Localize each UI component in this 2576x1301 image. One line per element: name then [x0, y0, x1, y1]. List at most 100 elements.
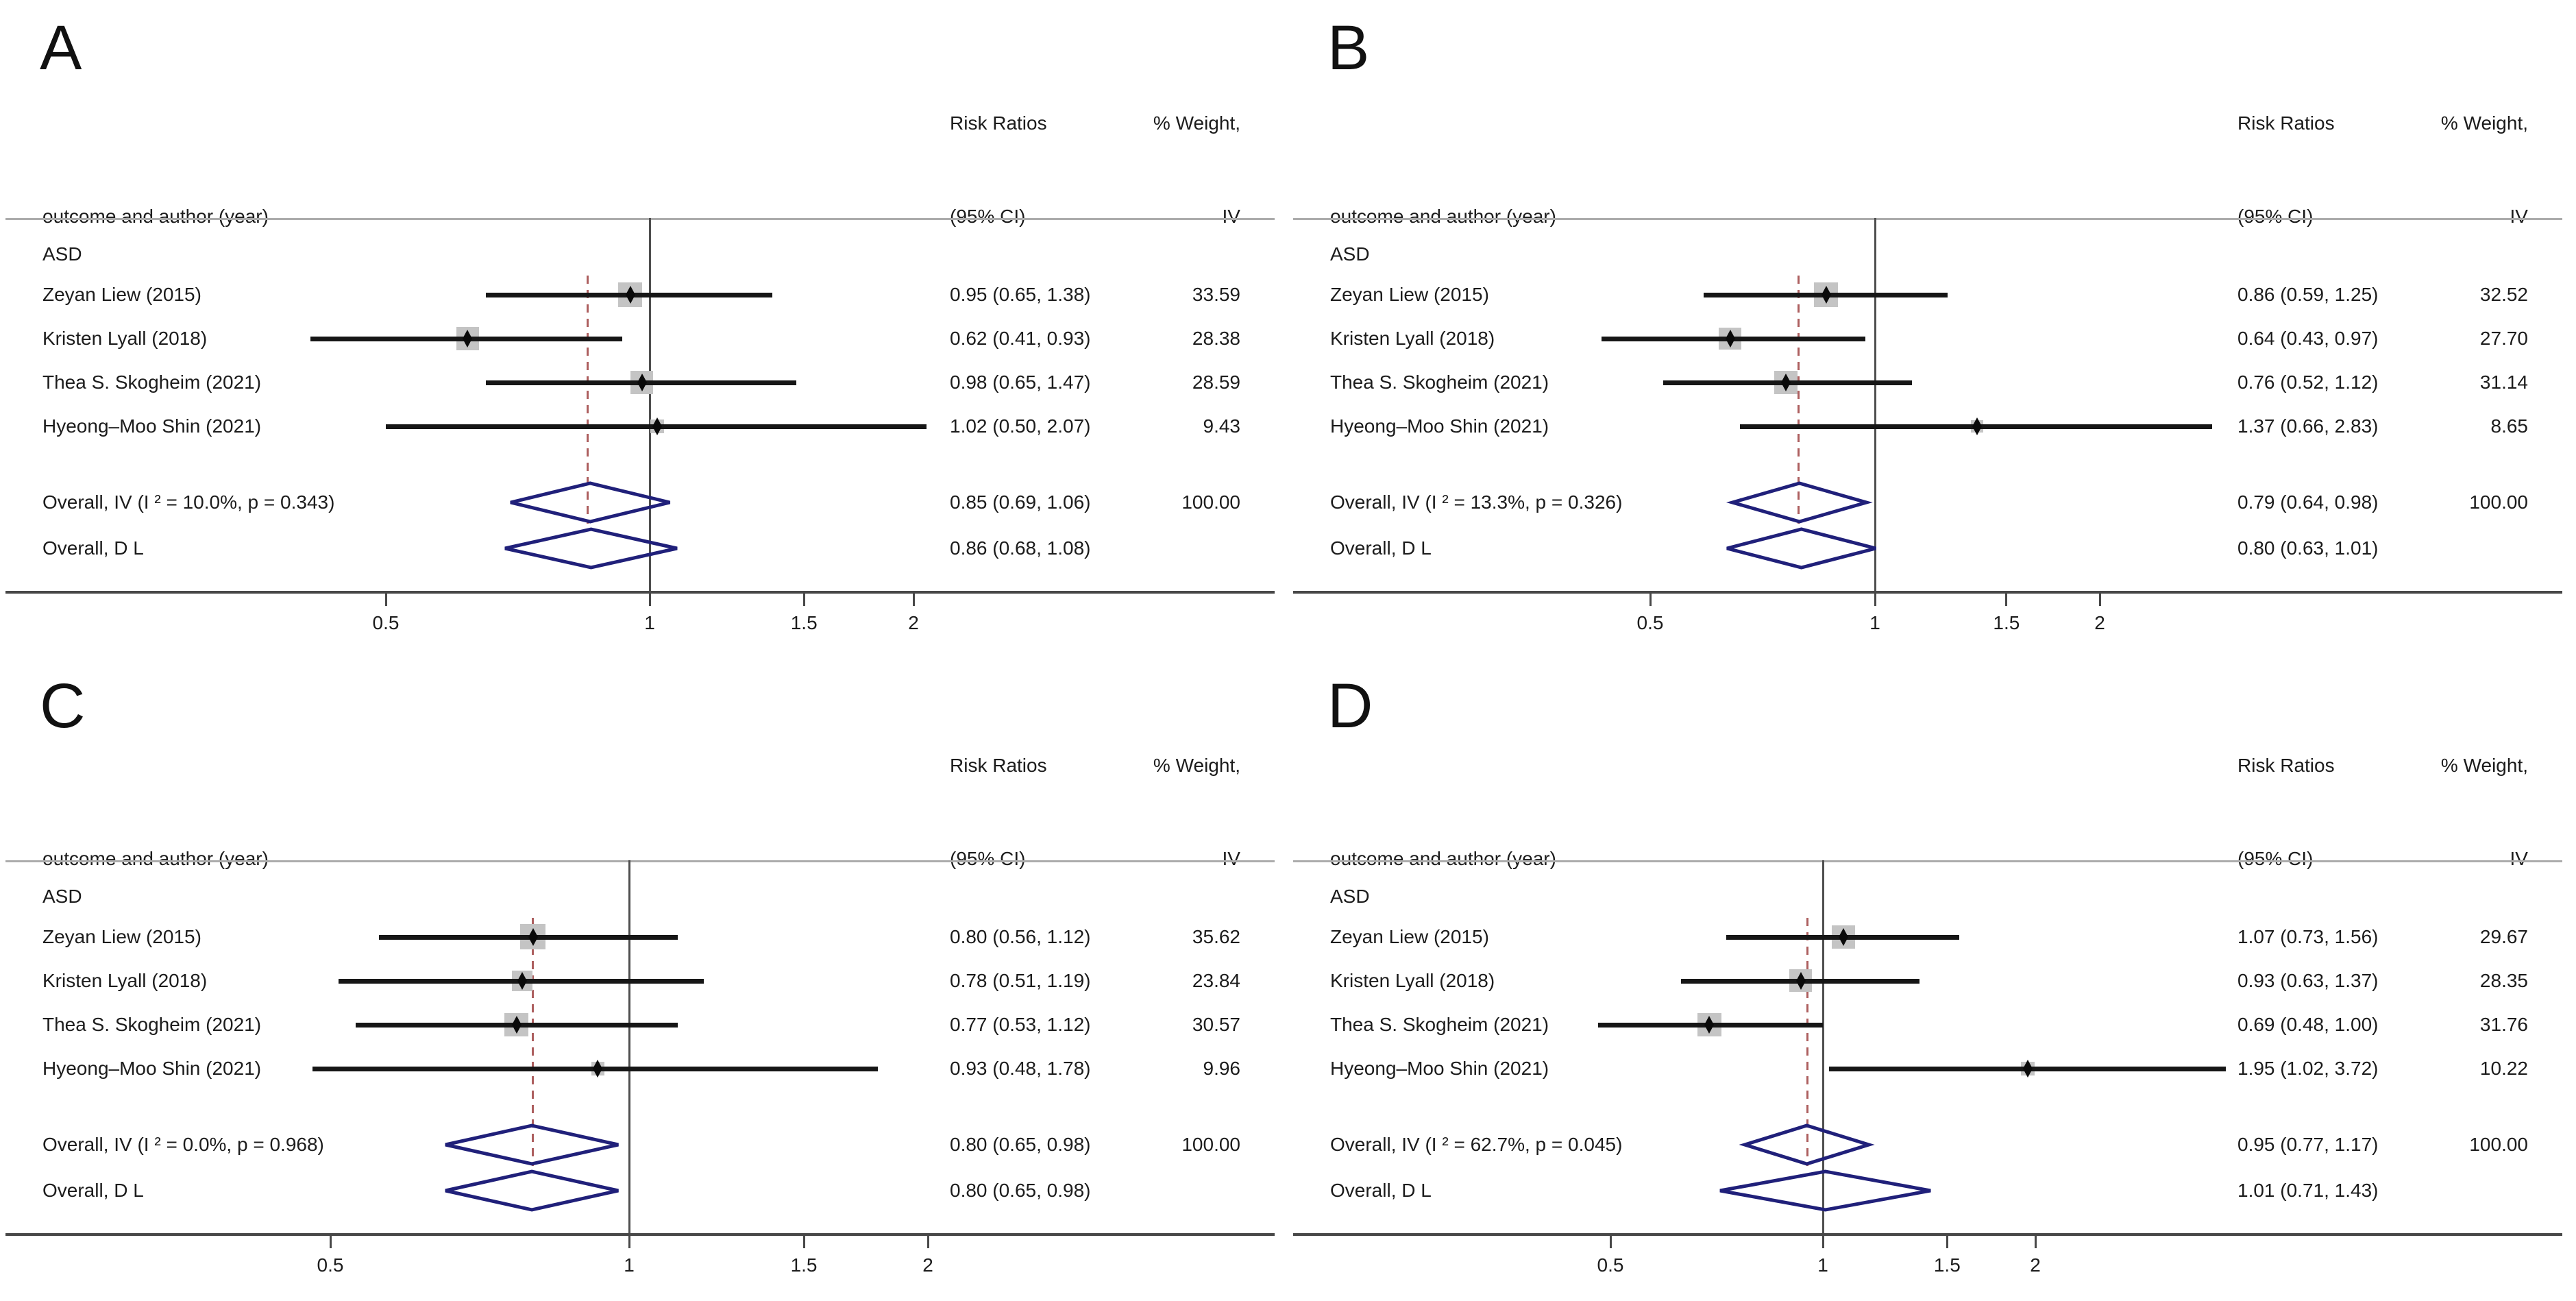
- x-axis-tick-label: 0.5: [1636, 612, 1664, 633]
- header-rule: [1293, 860, 2562, 862]
- x-axis-line: [5, 591, 1275, 594]
- x-axis-tick-label: 1: [624, 1254, 635, 1276]
- study-label: Kristen Lyall (2018): [42, 970, 208, 991]
- column-header-iv: IV: [1222, 206, 1240, 227]
- point-estimate-marker: [625, 286, 635, 304]
- overall-risk-ratio-value: 0.80 (0.63, 1.01): [2237, 537, 2379, 559]
- study-label: Thea S. Skogheim (2021): [1330, 372, 1549, 393]
- overall-risk-ratio-value: 0.86 (0.68, 1.08): [950, 537, 1091, 559]
- point-estimate-marker: [2022, 1060, 2033, 1078]
- risk-ratio-value: 0.93 (0.48, 1.78): [950, 1058, 1091, 1079]
- overall-iv-label: Overall, IV (I ² = 13.3%, p = 0.326): [1330, 491, 1623, 513]
- x-axis-tick: [912, 592, 915, 606]
- column-header-95ci: (95% CI): [950, 206, 1026, 227]
- x-axis-tick: [2005, 592, 2008, 606]
- x-axis-tick-label: 1: [1869, 612, 1880, 633]
- overall-risk-ratio-value: 0.95 (0.77, 1.17): [2237, 1134, 2379, 1155]
- overall-dl-label: Overall, D L: [42, 1180, 144, 1201]
- overall-iv-label: Overall, IV (I ² = 10.0%, p = 0.343): [42, 491, 335, 513]
- point-estimate-marker: [1821, 286, 1831, 304]
- column-header-risk-ratios: Risk Ratios: [950, 755, 1047, 776]
- x-axis-tick: [329, 1235, 332, 1248]
- x-axis-tick: [2034, 1235, 2037, 1248]
- point-estimate-marker: [528, 928, 538, 946]
- column-header-outcome: outcome and author (year): [1330, 206, 1556, 227]
- group-label: ASD: [1330, 243, 1370, 265]
- study-label: Thea S. Skogheim (2021): [42, 372, 262, 393]
- point-estimate-marker: [637, 374, 647, 391]
- header-rule: [1293, 218, 2562, 220]
- panel-letter: A: [40, 13, 82, 83]
- risk-ratio-value: 0.93 (0.63, 1.37): [2237, 970, 2379, 991]
- study-label: Hyeong–Moo Shin (2021): [42, 415, 262, 437]
- overall-diamond-iv: [510, 481, 670, 524]
- x-axis-tick: [2098, 592, 2101, 606]
- weight-value: 23.84: [1192, 970, 1240, 991]
- weight-value: 9.43: [1203, 415, 1241, 437]
- point-estimate-marker: [1795, 972, 1806, 990]
- x-axis-tick-label: 1: [644, 612, 655, 633]
- x-axis-tick: [384, 592, 387, 606]
- column-header-95ci: (95% CI): [2237, 206, 2314, 227]
- column-header-risk-ratios: Risk Ratios: [950, 112, 1047, 134]
- overall-diamond-dl: [445, 1169, 619, 1212]
- risk-ratio-value: 0.62 (0.41, 0.93): [950, 328, 1091, 349]
- overall-diamond-iv: [1726, 481, 1873, 524]
- overall-risk-ratio-value: 0.85 (0.69, 1.06): [950, 491, 1091, 513]
- no-effect-line: [1821, 860, 1824, 1233]
- weight-value: 31.76: [2479, 1014, 2528, 1035]
- point-estimate-marker: [1781, 374, 1791, 391]
- overall-diamond-dl: [504, 527, 678, 570]
- x-axis-tick: [1609, 1235, 1612, 1248]
- weight-value: 27.70: [2479, 328, 2528, 349]
- column-header-outcome: outcome and author (year): [42, 848, 269, 869]
- risk-ratio-value: 0.86 (0.59, 1.25): [2237, 284, 2379, 305]
- point-estimate-marker: [511, 1016, 522, 1034]
- column-header-iv: IV: [1222, 848, 1240, 869]
- column-header-weight: % Weight,: [2440, 755, 2528, 776]
- no-effect-line: [1874, 218, 1876, 591]
- weight-value: 32.52: [2479, 284, 2528, 305]
- column-header-iv: IV: [2510, 848, 2528, 869]
- risk-ratio-value: 0.80 (0.56, 1.12): [950, 926, 1091, 947]
- overall-diamond-dl: [1719, 1169, 1931, 1212]
- no-effect-line: [648, 218, 651, 591]
- point-estimate-marker: [517, 972, 527, 990]
- risk-ratio-value: 0.64 (0.43, 0.97): [2237, 328, 2379, 349]
- x-axis-tick-label: 1.5: [790, 612, 818, 633]
- weight-value: 9.96: [1203, 1058, 1241, 1079]
- point-estimate-marker: [1972, 417, 1982, 435]
- overall-weight-value: 100.00: [1181, 491, 1240, 513]
- study-label: Hyeong–Moo Shin (2021): [1330, 1058, 1549, 1079]
- overall-risk-ratio-value: 0.80 (0.65, 0.98): [950, 1180, 1091, 1201]
- study-label: Hyeong–Moo Shin (2021): [42, 1058, 262, 1079]
- overall-risk-ratio-value: 0.80 (0.65, 0.98): [950, 1134, 1091, 1155]
- pooled-estimate-dashed-line: [1797, 276, 1800, 524]
- overall-weight-value: 100.00: [1181, 1134, 1240, 1155]
- risk-ratio-value: 0.98 (0.65, 1.47): [950, 372, 1091, 393]
- group-label: ASD: [42, 243, 82, 265]
- x-axis-tick-label: 2: [2094, 612, 2105, 633]
- column-header-risk-ratios: Risk Ratios: [2237, 112, 2335, 134]
- x-axis-tick: [1649, 592, 1652, 606]
- point-estimate-marker: [652, 417, 662, 435]
- risk-ratio-value: 0.95 (0.65, 1.38): [950, 284, 1091, 305]
- x-axis-line: [5, 1233, 1275, 1236]
- panel-letter: D: [1327, 671, 1373, 741]
- x-axis-tick: [1821, 1235, 1824, 1248]
- x-axis-tick-label: 1.5: [1933, 1254, 1961, 1276]
- point-estimate-marker: [463, 330, 473, 348]
- study-label: Kristen Lyall (2018): [1330, 970, 1495, 991]
- overall-iv-label: Overall, IV (I ² = 0.0%, p = 0.968): [42, 1134, 324, 1155]
- weight-value: 35.62: [1192, 926, 1240, 947]
- point-estimate-marker: [1839, 928, 1849, 946]
- header-rule: [5, 218, 1275, 220]
- point-estimate-marker: [593, 1060, 603, 1078]
- risk-ratio-value: 1.37 (0.66, 2.83): [2237, 415, 2379, 437]
- weight-value: 28.59: [1192, 372, 1240, 393]
- x-axis-tick-label: 0.5: [1597, 1254, 1624, 1276]
